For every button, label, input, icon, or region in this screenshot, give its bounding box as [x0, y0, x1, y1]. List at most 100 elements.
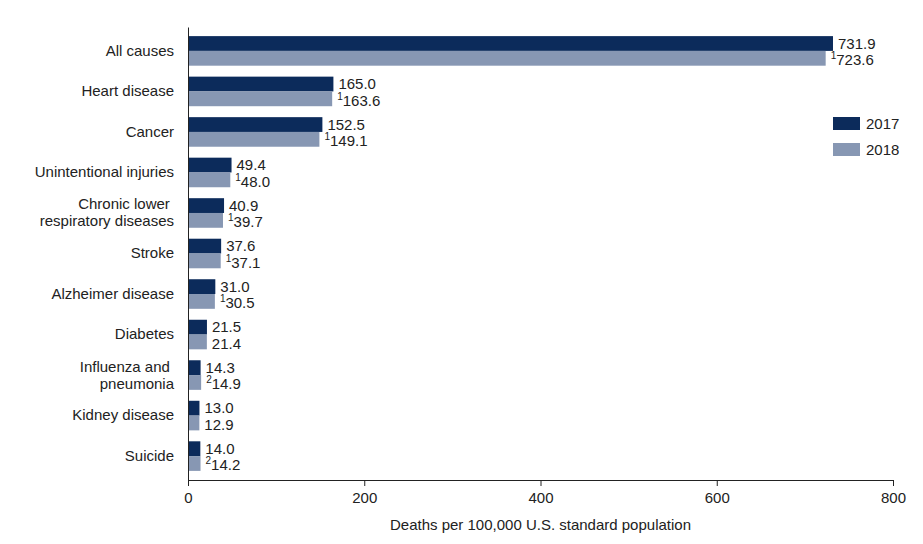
legend: 2017 2018: [833, 115, 899, 158]
y-axis: All causes Heart disease Cancer Unintention…: [35, 28, 189, 481]
y-tick: Diabetes: [115, 325, 174, 342]
y-tick-label: Cancer: [126, 123, 174, 140]
data-label-value: 14.2: [211, 456, 240, 473]
data-label-value: 723.6: [836, 51, 874, 68]
bars: [188, 36, 833, 471]
data-label: 14.0: [205, 440, 234, 457]
y-axis-line: [188, 28, 189, 481]
x-tick: 600: [705, 480, 730, 506]
data-label-value: 14.9: [212, 375, 241, 392]
bar: [188, 294, 215, 309]
data-label: 21.4: [212, 335, 241, 352]
bar: [188, 36, 833, 51]
bar: [188, 213, 223, 228]
data-labels: 731.9165.0152.549.440.937.631.021.514.31…: [204, 35, 875, 474]
y-tick: Unintentional injuries: [35, 163, 174, 180]
data-label-value: 39.7: [234, 213, 263, 230]
data-label: 14.3: [206, 359, 235, 376]
data-label: 40.9: [229, 197, 258, 214]
bar: [188, 77, 333, 92]
bar: [188, 117, 322, 132]
x-tick-label: 400: [528, 489, 553, 506]
x-tick-mark: [893, 480, 894, 486]
data-label: 31.0: [220, 278, 249, 295]
data-label-value: 48.0: [241, 173, 270, 190]
y-tick-label: Kidney disease: [72, 406, 174, 423]
x-tick-mark: [364, 480, 365, 486]
bar-series: [188, 36, 833, 456]
bar: [188, 320, 207, 335]
y-tick: Stroke: [131, 244, 174, 261]
bar: [188, 172, 230, 187]
data-label: 21.5: [212, 318, 241, 335]
y-tick: All causes: [106, 42, 174, 59]
data-label: 148.0: [235, 172, 270, 190]
data-label: 137.1: [226, 253, 261, 271]
x-tick: 0: [184, 480, 192, 506]
bar-series: [188, 51, 826, 471]
y-tick-label: Stroke: [131, 244, 174, 261]
y-tick: Suicide: [125, 447, 174, 464]
legend-label: 2018: [866, 141, 899, 158]
legend-swatch: [833, 143, 860, 156]
bar: [188, 239, 221, 254]
bar: [188, 254, 221, 269]
y-tick-label: Chronic lower respiratory diseases: [40, 195, 174, 229]
data-label: 12.9: [204, 416, 233, 433]
y-tick-label: Suicide: [125, 447, 174, 464]
data-label: 731.9: [838, 35, 876, 52]
data-label: 139.7: [228, 212, 263, 230]
bar: [188, 375, 201, 390]
y-tick-label: All causes: [106, 42, 174, 59]
bar: [188, 401, 199, 416]
data-label: 214.2: [206, 455, 241, 473]
x-tick: 200: [352, 480, 377, 506]
data-label: 13.0: [204, 399, 233, 416]
x-tick-mark: [188, 480, 189, 486]
legend-label: 2017: [866, 115, 899, 132]
x-tick-label: 800: [881, 489, 906, 506]
legend-item: 2017: [833, 115, 899, 132]
legend-item: 2018: [833, 141, 899, 158]
data-label: 214.9: [206, 374, 241, 392]
x-tick: 400: [528, 480, 553, 506]
x-tick-label: 200: [352, 489, 377, 506]
bar: [188, 132, 319, 147]
bar: [188, 279, 215, 294]
y-tick: Influenza and pneumonia: [80, 358, 175, 392]
x-axis-line: [189, 481, 894, 487]
data-label: 152.5: [327, 116, 365, 133]
x-axis-title: Deaths per 100,000 U.S. standard populat…: [390, 516, 691, 533]
data-label: 1723.6: [831, 50, 874, 68]
y-tick-label: Diabetes: [115, 325, 174, 342]
data-label: 165.0: [338, 75, 376, 92]
x-tick-mark: [717, 480, 718, 486]
x-tick-mark: [541, 480, 542, 486]
y-tick: Chronic lower respiratory diseases: [40, 195, 174, 229]
data-label: 1163.6: [337, 91, 380, 109]
y-tick-label: Heart disease: [81, 82, 174, 99]
data-label-value: 149.1: [330, 132, 368, 149]
bar: [188, 456, 201, 471]
y-tick-label: Unintentional injuries: [35, 163, 174, 180]
bar: [188, 441, 200, 456]
data-label: 1149.1: [324, 131, 367, 149]
y-tick: Kidney disease: [72, 406, 174, 423]
y-tick-label: Alzheimer disease: [51, 285, 174, 302]
data-label-value: 30.5: [225, 294, 254, 311]
data-label: 49.4: [237, 156, 266, 173]
x-tick: 800: [881, 480, 906, 506]
bar: [188, 198, 224, 213]
data-label: 37.6: [226, 237, 255, 254]
y-tick: Heart disease: [81, 82, 174, 99]
x-axis: 0 200 400 600 800: [184, 480, 906, 506]
bar: [188, 158, 232, 173]
bar: [188, 335, 207, 350]
bar: [188, 416, 199, 431]
y-tick-label: Influenza and pneumonia: [80, 358, 175, 392]
data-label-value: 163.6: [343, 92, 381, 109]
y-tick: Alzheimer disease: [51, 285, 174, 302]
y-tick: Cancer: [126, 123, 174, 140]
chart: 0 200 400 600 800 All causes Heart disease Canc…: [0, 0, 923, 544]
x-tick-label: 600: [705, 489, 730, 506]
